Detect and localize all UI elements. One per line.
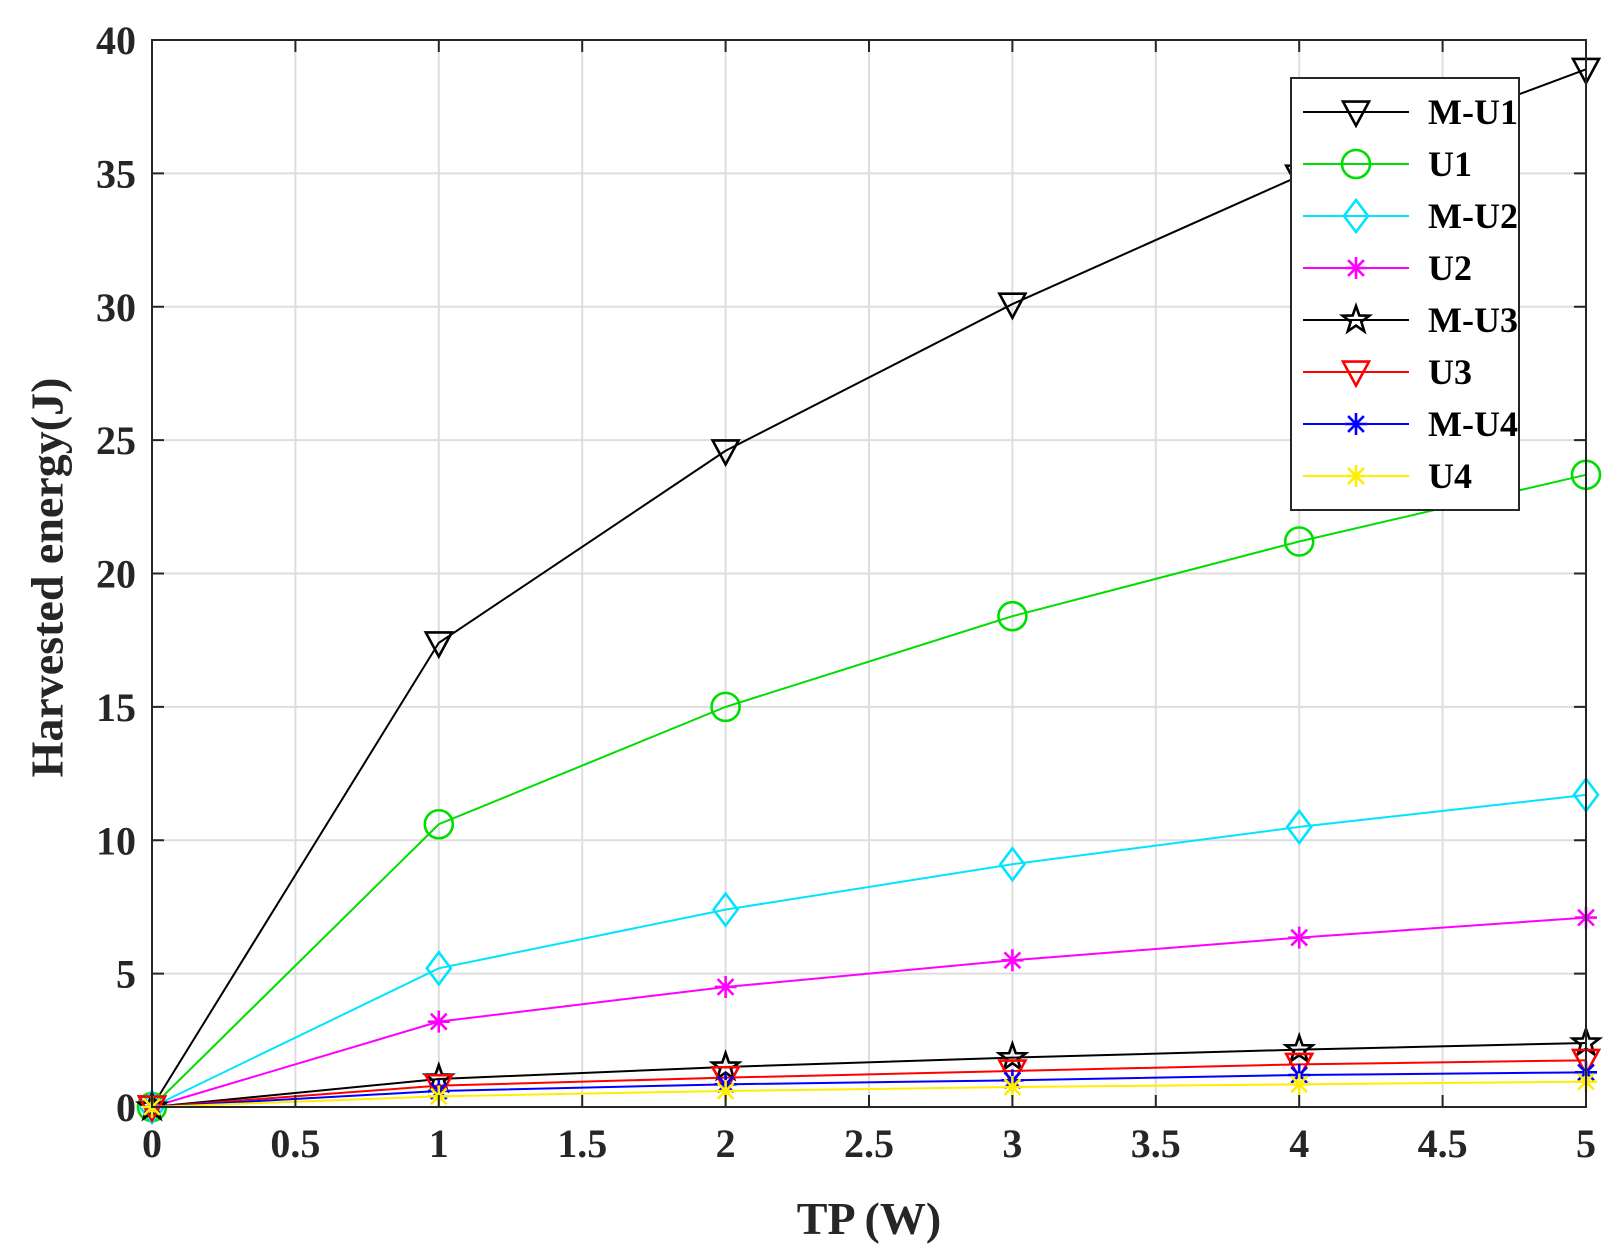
legend-entry-u2: U2 bbox=[1303, 248, 1472, 288]
legend-entry-u4: U4 bbox=[1303, 456, 1472, 496]
data-point-m-u2 bbox=[1285, 808, 1313, 846]
x-tick-label: 2 bbox=[716, 1121, 736, 1166]
data-point-u3 bbox=[1284, 1052, 1315, 1081]
series-line-u3 bbox=[151, 1059, 1587, 1108]
x-axis-ticks: 0 0.5 1 1.5 2 2.5 3 3.5 4 4.5 5 bbox=[142, 40, 1596, 1166]
x-tick-label: 0 bbox=[142, 1121, 162, 1166]
x-tick-label: 4 bbox=[1289, 1121, 1309, 1166]
data-point-u4 bbox=[714, 1079, 737, 1102]
y-tick-label: 40 bbox=[96, 18, 136, 63]
legend-marker bbox=[1340, 360, 1372, 389]
y-tick-label: 20 bbox=[96, 552, 136, 597]
legend-box bbox=[1290, 77, 1520, 511]
y-axis-ticks: 0 5 10 15 20 25 30 35 40 bbox=[96, 18, 1586, 1130]
legend-marker bbox=[1342, 197, 1370, 235]
x-tick-label: 5 bbox=[1576, 1121, 1596, 1166]
legend-marker bbox=[1345, 413, 1367, 435]
legend-marker bbox=[1345, 465, 1367, 487]
data-point-m-u3 bbox=[995, 1039, 1030, 1073]
data-point-u4 bbox=[1288, 1073, 1311, 1096]
data-point-u2 bbox=[714, 975, 737, 998]
legend-marker bbox=[1345, 257, 1367, 279]
series-line-u1 bbox=[151, 473, 1587, 1108]
series-u1 bbox=[136, 459, 1602, 1123]
x-tick-label: 4.5 bbox=[1418, 1121, 1468, 1166]
data-point-m-u3 bbox=[1282, 1031, 1317, 1065]
y-tick-label: 0 bbox=[116, 1085, 136, 1130]
legend-label: U4 bbox=[1428, 456, 1472, 496]
y-tick-label: 35 bbox=[96, 151, 136, 196]
x-tick-label: 0.5 bbox=[270, 1121, 320, 1166]
y-tick-label: 5 bbox=[116, 952, 136, 997]
y-tick-label: 25 bbox=[96, 418, 136, 463]
legend-entry-u1: U1 bbox=[1303, 144, 1472, 184]
legend: M-U1 U1 M-U2 U2 M-U3 U3 M-U4 U4 bbox=[1290, 77, 1520, 511]
series-line-m-u3 bbox=[151, 1041, 1587, 1108]
legend-entry-m-u2: M-U2 bbox=[1303, 196, 1518, 236]
series-line-u4 bbox=[151, 1080, 1587, 1108]
legend-label: U2 bbox=[1428, 248, 1472, 288]
x-tick-label: 2.5 bbox=[844, 1121, 894, 1166]
data-point-m-u2 bbox=[711, 891, 740, 928]
x-axis-label: TP (W) bbox=[797, 1193, 941, 1244]
x-tick-label: 1.5 bbox=[557, 1121, 607, 1166]
legend-marker bbox=[1340, 100, 1372, 129]
data-point-u1 bbox=[1283, 526, 1315, 557]
legend-marker bbox=[1340, 148, 1372, 180]
series-line-m-u2 bbox=[151, 793, 1587, 1108]
series-line-m-u4 bbox=[151, 1071, 1587, 1108]
legend-entry-m-u4: M-U4 bbox=[1303, 404, 1518, 444]
x-tick-label: 3 bbox=[1002, 1121, 1022, 1166]
data-point-m-u2 bbox=[998, 846, 1027, 883]
series-layer bbox=[134, 57, 1604, 1126]
data-point-m-u1 bbox=[423, 631, 454, 660]
data-point-u2 bbox=[427, 1010, 450, 1033]
series-line-u2 bbox=[151, 916, 1587, 1108]
x-tick-label: 3.5 bbox=[1131, 1121, 1181, 1166]
legend-label: M-U1 bbox=[1428, 92, 1518, 132]
data-point-u4 bbox=[1001, 1075, 1024, 1098]
legend-label: M-U3 bbox=[1428, 300, 1518, 340]
legend-entry-m-u1: M-U1 bbox=[1303, 92, 1518, 132]
legend-entry-u3: U3 bbox=[1303, 352, 1472, 392]
data-point-u1 bbox=[997, 600, 1028, 632]
legend-entry-m-u3: M-U3 bbox=[1303, 300, 1518, 340]
data-point-u2 bbox=[1001, 949, 1024, 972]
data-point-u2 bbox=[1288, 926, 1311, 949]
y-tick-label: 15 bbox=[96, 685, 136, 730]
data-point-u1 bbox=[423, 808, 455, 840]
legend-label: M-U4 bbox=[1428, 404, 1518, 444]
data-point-m-u1 bbox=[997, 292, 1028, 321]
x-tick-label: 1 bbox=[429, 1121, 449, 1166]
y-tick-label: 10 bbox=[96, 818, 136, 863]
y-tick-label: 30 bbox=[96, 285, 136, 330]
legend-label: M-U2 bbox=[1428, 196, 1518, 236]
legend-marker bbox=[1338, 302, 1374, 335]
legend-label: U3 bbox=[1428, 352, 1472, 392]
data-point-m-u1 bbox=[710, 439, 741, 468]
data-point-m-u2 bbox=[425, 950, 453, 987]
y-axis-label: Harvested energy(J) bbox=[22, 378, 73, 778]
data-point-u3 bbox=[423, 1073, 454, 1103]
legend-label: U1 bbox=[1428, 144, 1472, 184]
data-point-u1 bbox=[710, 691, 741, 723]
data-point-m-u3 bbox=[708, 1049, 743, 1082]
